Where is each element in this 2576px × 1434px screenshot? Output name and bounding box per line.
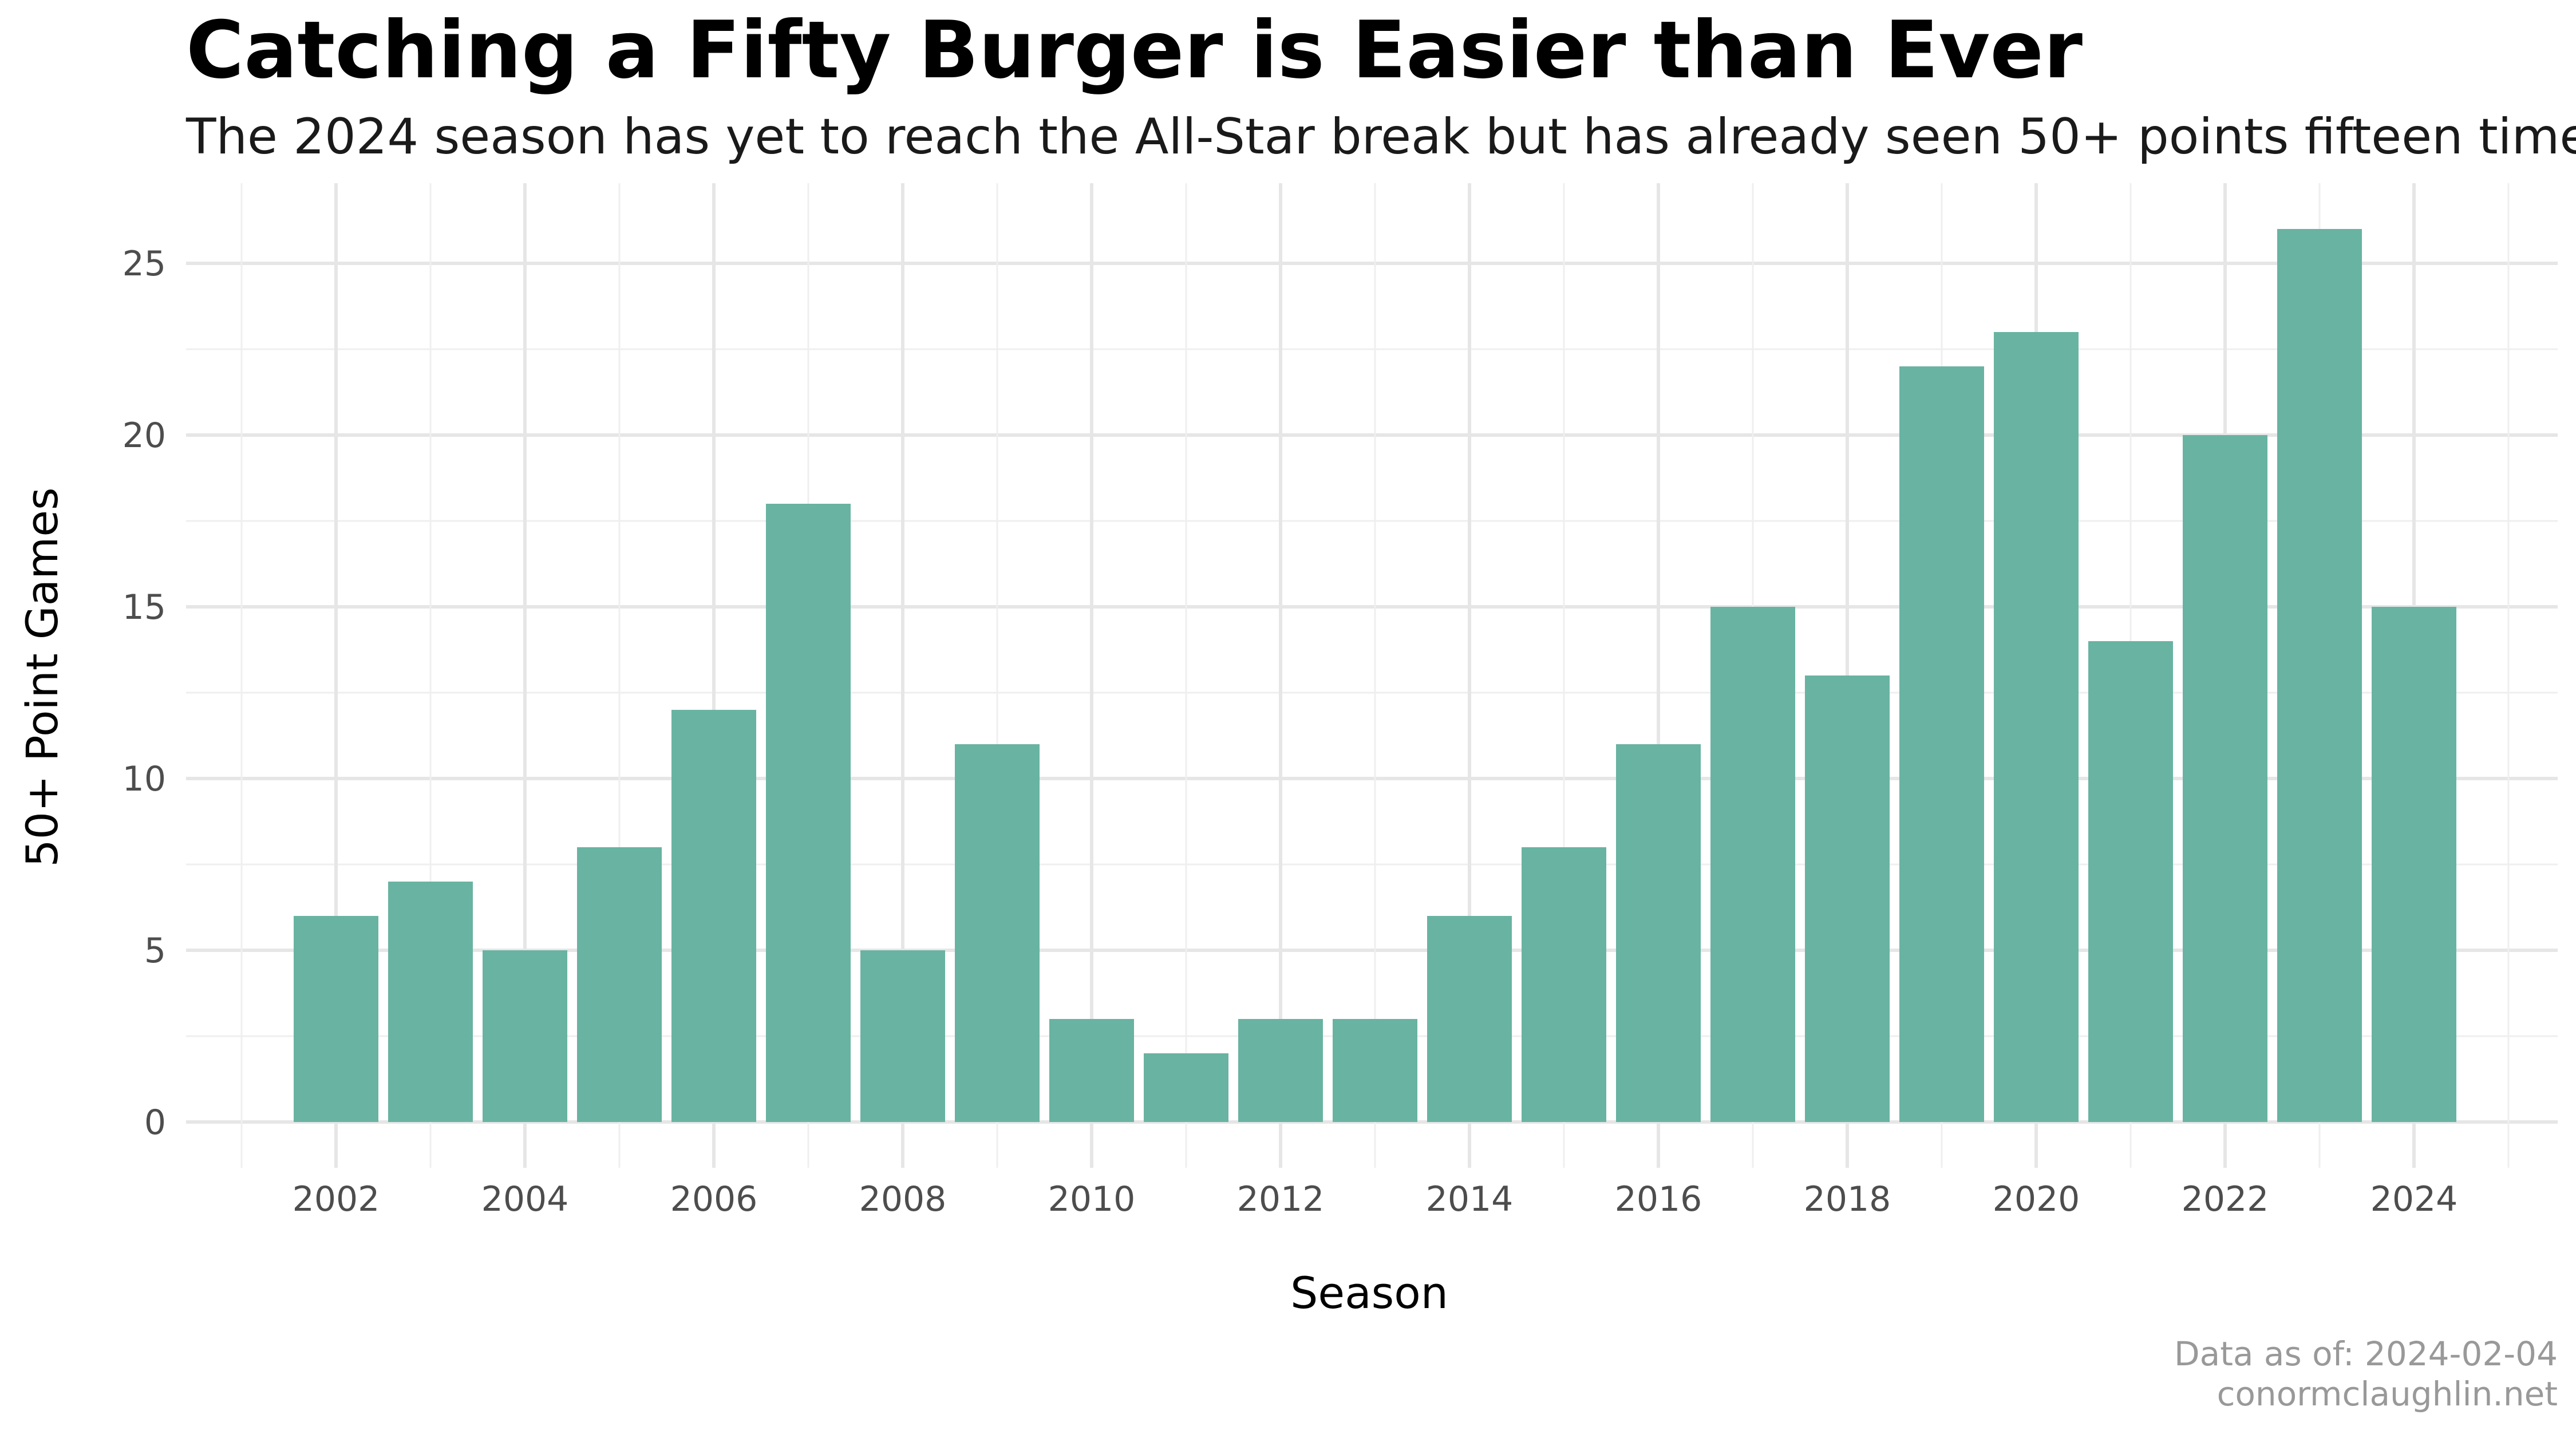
bar-2024 xyxy=(2372,607,2456,1122)
x-tick-label: 2012 xyxy=(1237,1179,1325,1219)
bar-2018 xyxy=(1805,675,1890,1122)
y-tick-label: 10 xyxy=(123,759,166,799)
x-tick-label: 2004 xyxy=(481,1179,569,1219)
bar-2021 xyxy=(2088,641,2173,1122)
bar-2009 xyxy=(955,744,1040,1122)
y-tick-label: 5 xyxy=(144,931,166,971)
bar-2023 xyxy=(2277,229,2362,1122)
chart-title: Catching a Fifty Burger is Easier than E… xyxy=(186,4,2083,96)
bars xyxy=(294,229,2456,1122)
x-tick-label: 2002 xyxy=(293,1179,380,1219)
y-axis-title: 50+ Point Games xyxy=(17,487,68,867)
bar-2010 xyxy=(1049,1019,1134,1122)
y-tick-label: 15 xyxy=(123,587,166,627)
bar-2011 xyxy=(1144,1053,1228,1122)
y-tick-label: 25 xyxy=(123,244,166,284)
axis-labels: 0 5 10 15 20 25 2002 2004 2006 2008 2010 2012 2014 20… xyxy=(123,244,2458,1219)
caption-source: conormclaughlin.net xyxy=(2217,1374,2558,1413)
bar-2013 xyxy=(1333,1019,1417,1122)
x-tick-label: 2014 xyxy=(1426,1179,1514,1219)
bar-2012 xyxy=(1238,1019,1323,1122)
x-tick-label: 2018 xyxy=(1804,1179,1891,1219)
x-tick-label: 2010 xyxy=(1048,1179,1136,1219)
bar-2008 xyxy=(860,950,945,1122)
x-tick-label: 2016 xyxy=(1615,1179,1702,1219)
x-tick-label: 2022 xyxy=(2182,1179,2269,1219)
bar-2007 xyxy=(766,504,851,1122)
bar-2020 xyxy=(1994,332,2079,1122)
bar-2005 xyxy=(577,847,662,1122)
bar-2015 xyxy=(1522,847,1606,1122)
x-tick-label: 2024 xyxy=(2370,1179,2458,1219)
x-tick-label: 2020 xyxy=(1993,1179,2080,1219)
bar-2002 xyxy=(294,916,378,1122)
bar-2014 xyxy=(1427,916,1512,1122)
bar-2004 xyxy=(483,950,567,1122)
x-tick-label: 2008 xyxy=(859,1179,947,1219)
bar-2003 xyxy=(388,882,473,1122)
caption-date: Data as of: 2024-02-04 xyxy=(2174,1334,2558,1373)
bar-2006 xyxy=(671,710,756,1122)
bar-2017 xyxy=(1710,607,1795,1122)
bar-2016 xyxy=(1616,744,1701,1122)
x-axis-title: Season xyxy=(1290,1267,1448,1318)
y-tick-label: 20 xyxy=(123,416,166,456)
bar-2019 xyxy=(1899,366,1984,1122)
bar-2022 xyxy=(2183,435,2267,1122)
x-tick-label: 2006 xyxy=(670,1179,758,1219)
y-tick-label: 0 xyxy=(144,1103,166,1143)
chart-subtitle: The 2024 season has yet to reach the All… xyxy=(185,108,2576,165)
